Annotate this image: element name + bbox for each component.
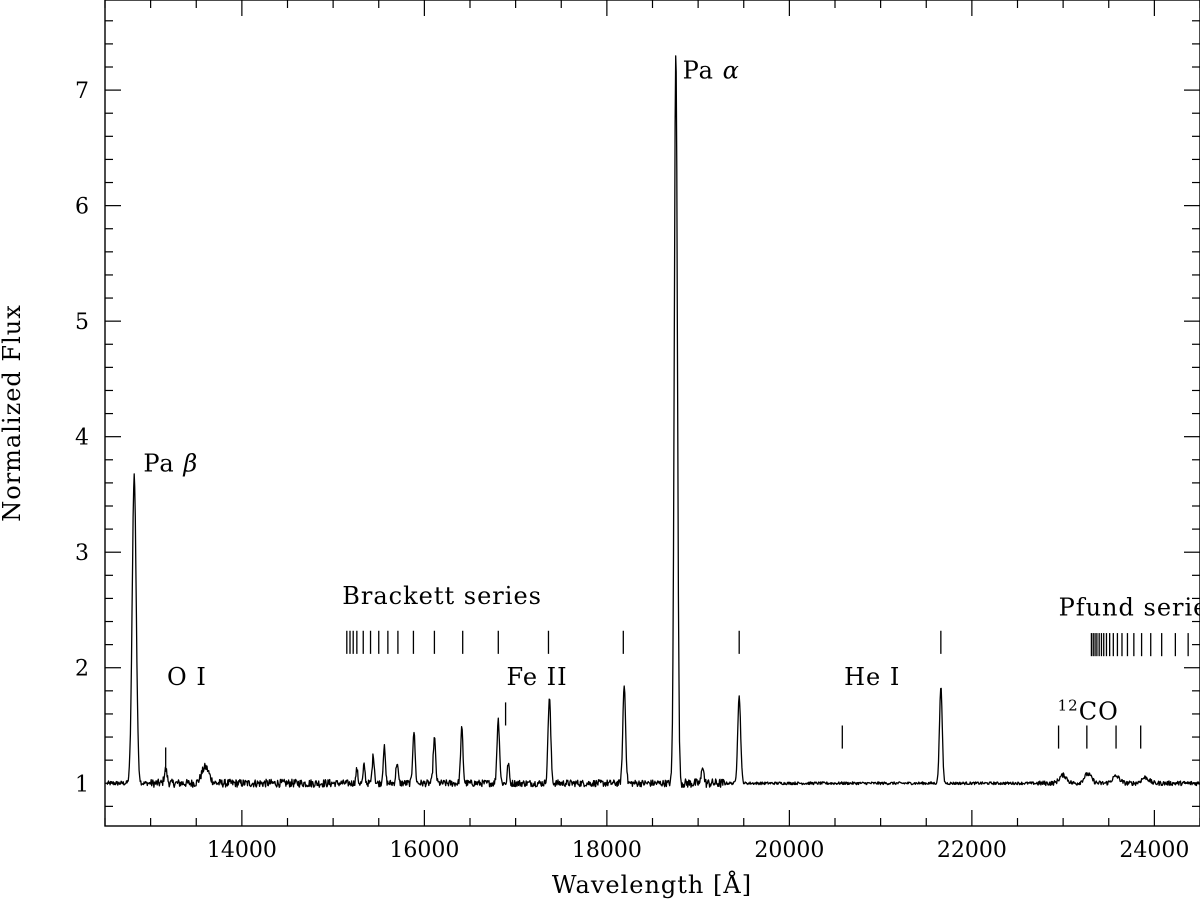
y-axis-title: Normalized Flux — [0, 304, 26, 522]
plot-frame — [104, 0, 1200, 827]
co-label: 12CO — [1058, 697, 1119, 726]
axis-ticks — [104, 0, 1200, 826]
brackett-label: Brackett series — [342, 582, 542, 610]
x-tick-label: 22000 — [937, 838, 1007, 863]
line-markers — [165, 630, 1189, 772]
y-tick-label: 3 — [75, 541, 89, 566]
pfund-label: Pfund series — [1059, 594, 1200, 622]
x-tick-label: 24000 — [1119, 838, 1189, 863]
spectrum-line — [106, 55, 1200, 788]
y-tick-label: 4 — [75, 426, 89, 451]
axis-tick-labels: 14000 16000 18000 20000 22000 24000 1 2 3 4 5 6 7 — [75, 79, 1189, 863]
x-tick-label: 18000 — [572, 838, 642, 863]
x-axis-title: Wavelength [Å] — [552, 870, 752, 899]
pa-beta-label: Pa β — [143, 449, 198, 477]
pa-alpha-label: Pa α — [683, 57, 740, 85]
line-annotations: Pa β Pa α O I Fe II He I Brackett series Pfund… — [143, 57, 1200, 726]
y-tick-label: 7 — [75, 79, 89, 104]
y-tick-label: 6 — [75, 195, 89, 220]
y-tick-label: 1 — [75, 772, 89, 797]
x-tick-label: 14000 — [207, 838, 277, 863]
he-i-label: He I — [844, 663, 900, 691]
fe-ii-label: Fe II — [507, 663, 568, 691]
o-i-label: O I — [167, 663, 207, 691]
y-tick-label: 2 — [75, 657, 89, 682]
y-tick-label: 5 — [75, 310, 89, 335]
x-tick-label: 20000 — [754, 838, 824, 863]
x-tick-label: 16000 — [389, 838, 459, 863]
